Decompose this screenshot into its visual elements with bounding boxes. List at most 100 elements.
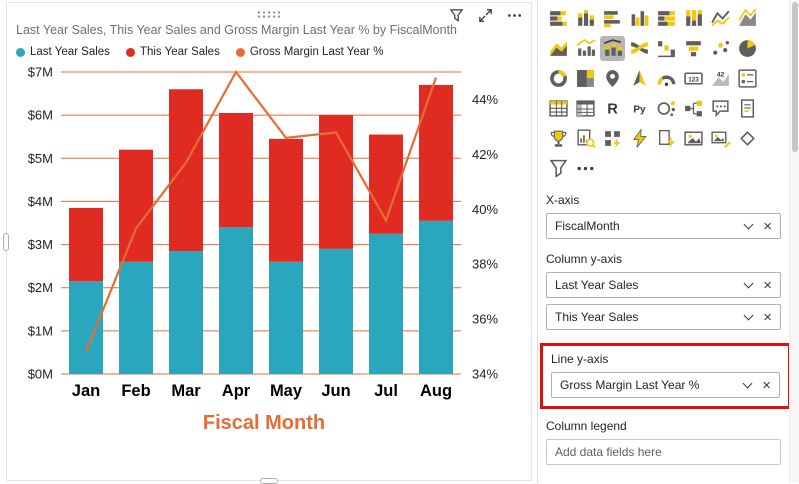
chart-visual-container[interactable]: Last Year Sales, This Year Sales and Gro… [3,2,532,484]
ribbon-chart-icon[interactable] [627,36,652,61]
svg-text:Apr: Apr [222,382,251,400]
svg-text:42: 42 [717,71,725,78]
svg-text:$2M: $2M [28,280,53,295]
line-and-stacked-column-chart-icon[interactable] [600,36,625,61]
legend-dot-icon [125,47,135,57]
arcgis-map-icon[interactable] [681,126,706,151]
decomposition-tree-icon[interactable] [681,96,706,121]
slicer-icon[interactable] [735,66,760,91]
more-options-icon[interactable] [506,7,523,24]
paginated-report-icon[interactable] [573,126,598,151]
power-automate-icon[interactable] [627,126,652,151]
donut-chart-icon[interactable] [546,66,571,91]
svg-text:$5M: $5M [28,151,53,166]
treemap-icon[interactable] [573,66,598,91]
r-script-visual-icon[interactable]: R [600,96,625,121]
svg-text:40%: 40% [472,202,498,217]
remove-field-icon[interactable]: × [763,308,772,326]
svg-text:$3M: $3M [28,237,53,252]
chevron-down-icon[interactable] [743,310,754,320]
resize-handle-bottom[interactable] [260,478,278,484]
pane-scrollbar-thumb[interactable] [792,2,798,152]
svg-text:May: May [270,382,303,400]
q-and-a-icon[interactable] [708,96,733,121]
legend-item[interactable]: Gross Margin Last Year % [235,46,383,58]
legend-item[interactable]: This Year Sales [125,46,220,58]
stacked-area-chart-icon[interactable] [546,36,571,61]
legend-dot-icon [235,47,245,57]
x-axis-title: Fiscal Month [202,412,326,434]
svg-text:R: R [607,102,618,118]
visualizations-pane: 123 42 R Py X-axis FiscalMonth × Column y-ax… [537,0,799,483]
svg-text:42%: 42% [472,147,498,162]
field-pill[interactable]: FiscalMonth × [546,213,781,239]
funnel-visual-icon[interactable] [546,156,571,181]
pane-scrollbar[interactable] [789,0,799,483]
svg-text:44%: 44% [472,92,498,107]
svg-text:Mar: Mar [171,382,201,400]
resize-handle-left[interactable] [3,232,9,251]
waterfall-chart-icon[interactable] [654,36,679,61]
field-pill[interactable]: This Year Sales × [546,304,781,330]
chart-title: Last Year Sales, This Year Sales and Gro… [16,23,457,37]
svg-text:$1M: $1M [28,323,53,338]
svg-text:$7M: $7M [28,65,53,80]
gauge-icon[interactable] [654,66,679,91]
pie-chart-icon[interactable] [735,36,760,61]
visual-header-toolbar [448,7,523,24]
area-chart-icon[interactable] [735,6,760,31]
100-stacked-column-chart-icon[interactable] [681,6,706,31]
filter-funnel-icon[interactable] [448,7,465,24]
kpi-icon[interactable]: 42 [708,66,733,91]
smart-narrative-icon[interactable] [735,96,760,121]
card-icon[interactable]: 123 [681,66,706,91]
clustered-bar-chart-icon[interactable] [600,6,625,31]
chart-legend: Last Year Sales This Year Sales Gross Marg… [16,46,523,58]
remove-field-icon[interactable]: × [763,217,772,235]
stacked-column-chart-icon[interactable] [573,6,598,31]
legend-item[interactable]: Last Year Sales [16,46,110,58]
certified-visual-icon[interactable] [735,126,760,151]
svg-text:$0M: $0M [28,367,53,382]
scorecard-icon[interactable] [654,126,679,151]
line-chart-icon[interactable] [708,6,733,31]
visual-type-grid: 123 42 R Py [546,6,781,181]
field-well-column-y-axis: Column y-axis Last Year Sales × This Year … [546,252,781,330]
get-more-visuals-icon[interactable] [573,156,598,181]
svg-text:Jul: Jul [374,382,398,400]
svg-text:$6M: $6M [28,108,53,123]
clustered-column-chart-icon[interactable] [627,6,652,31]
remove-field-icon[interactable]: × [762,376,771,394]
chevron-down-icon[interactable] [743,219,754,229]
focus-mode-icon[interactable] [477,7,494,24]
map-icon[interactable] [600,66,625,91]
python-visual-icon[interactable]: Py [627,96,652,121]
image-visual-icon[interactable] [708,126,733,151]
empty-field-drop-zone[interactable]: Add data fields here [546,439,781,465]
stacked-bar-chart-icon[interactable] [546,6,571,31]
chevron-down-icon[interactable] [743,278,754,288]
svg-text:$4M: $4M [28,194,53,209]
chevron-down-icon[interactable] [742,378,753,388]
chart-plot-area[interactable]: $0M $1M $2M $3M $4M $5M $6M $7M 34% 36% 38% 40% 42% 4… [9,60,523,412]
visual-drag-handle-icon[interactable] [256,6,282,24]
scatter-chart-icon[interactable] [708,36,733,61]
key-influencers-icon[interactable] [654,96,679,121]
field-well-label: X-axis [546,193,580,207]
remove-field-icon[interactable]: × [763,276,772,294]
svg-text:123: 123 [688,76,699,83]
svg-text:Py: Py [633,105,646,116]
azure-map-icon[interactable] [627,66,652,91]
field-pill[interactable]: Last Year Sales × [546,272,781,298]
funnel-chart-icon[interactable] [681,36,706,61]
matrix-icon[interactable] [573,96,598,121]
100-stacked-bar-chart-icon[interactable] [654,6,679,31]
report-canvas: Last Year Sales, This Year Sales and Gro… [3,2,532,484]
table-icon[interactable] [546,96,571,121]
power-apps-icon[interactable] [600,126,625,151]
metrics-icon[interactable] [546,126,571,151]
field-pill[interactable]: Gross Margin Last Year % × [551,372,780,398]
line-and-clustered-column-chart-icon[interactable] [573,36,598,61]
legend-dot-icon [16,47,25,57]
svg-text:Jan: Jan [72,382,100,400]
